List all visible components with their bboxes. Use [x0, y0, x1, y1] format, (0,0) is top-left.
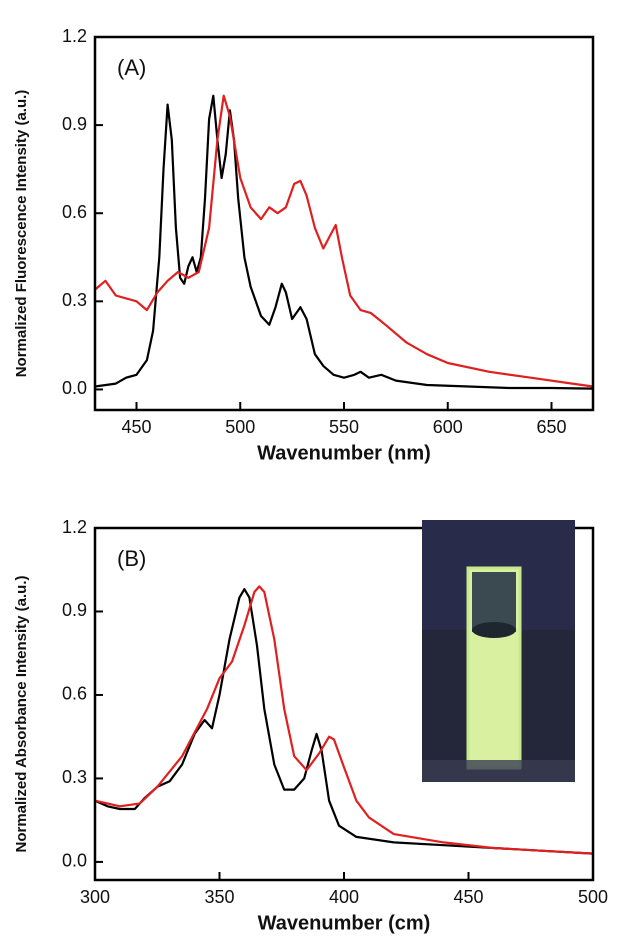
- y-tick-label: 0.3: [62, 290, 87, 310]
- y-tick-label: 0.6: [62, 684, 87, 704]
- plot-frame: [93, 35, 595, 412]
- y-axis-title: Normalized Absorbance Intensity (a.u.): [13, 576, 30, 853]
- x-tick-label: 500: [578, 887, 608, 907]
- annotation: (A): [117, 55, 146, 80]
- x-tick-label: 450: [453, 887, 483, 907]
- data-line: [94, 94, 594, 390]
- y-tick-label: 0.0: [62, 378, 87, 398]
- y-tick-label: 0.9: [62, 114, 87, 134]
- photo-base: [422, 760, 575, 782]
- data-line: [94, 585, 594, 855]
- data-line: [94, 588, 594, 855]
- meniscus: [472, 622, 516, 638]
- x-tick-label: 500: [225, 417, 255, 437]
- x-tick-label: 650: [536, 417, 566, 437]
- y-axis-title: Normalized Fluorescence Intensity (a.u.): [13, 90, 30, 378]
- x-axis-title: Wavenumber (cm): [258, 912, 431, 934]
- annotation: (B): [117, 546, 146, 571]
- y-tick-label: 1.2: [62, 517, 87, 537]
- x-axis-title: Wavenumber (nm): [257, 442, 431, 464]
- plots: 0.0 0.3 0.6 0.9 1.2 450 500 550 600 650 Wavenumber…: [13, 26, 608, 935]
- inset-photo: [422, 520, 575, 782]
- x-tick-label: 550: [329, 417, 359, 437]
- x-tick-label: 400: [329, 887, 359, 907]
- x-tick-label: 600: [433, 417, 463, 437]
- y-tick-label: 0.9: [62, 600, 87, 620]
- y-tick-label: 0.6: [62, 202, 87, 222]
- x-tick-label: 450: [121, 417, 151, 437]
- x-tick-label: 300: [80, 887, 110, 907]
- y-tick-label: 1.2: [62, 26, 87, 46]
- y-tick-label: 0.0: [62, 851, 87, 871]
- data-line: [94, 94, 594, 388]
- x-tick-label: 350: [204, 887, 234, 907]
- y-tick-label: 0.3: [62, 767, 87, 787]
